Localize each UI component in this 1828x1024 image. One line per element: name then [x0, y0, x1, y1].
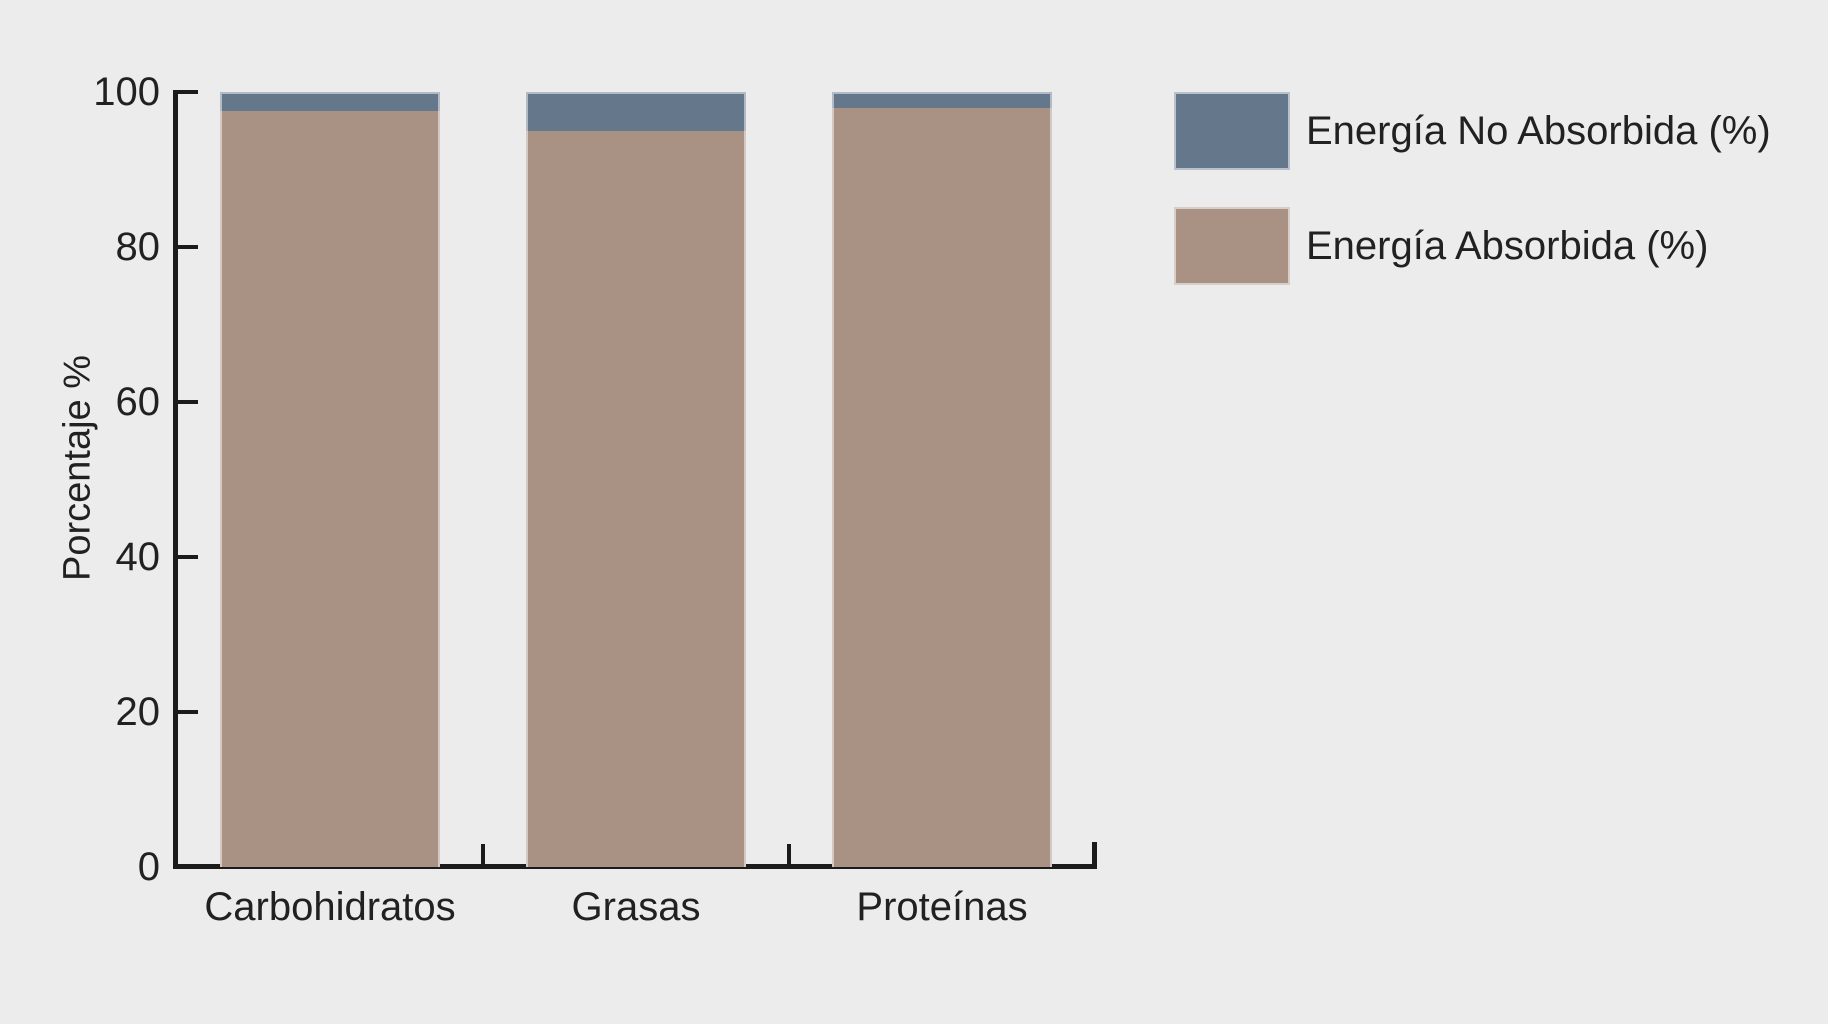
x-tick-1	[481, 844, 485, 864]
legend-swatch-absorbida	[1174, 207, 1290, 285]
y-tick-100	[178, 90, 198, 94]
bar-segment-carbohidratos-absorbida	[220, 111, 440, 867]
x-tick-2	[787, 844, 791, 864]
bar-segment-carbohidratos-no-absorbida	[220, 92, 440, 112]
legend-swatch-no-absorbida	[1174, 92, 1290, 170]
legend-label-absorbida: Energía Absorbida (%)	[1306, 224, 1709, 268]
bar-grasas	[526, 92, 746, 867]
bar-segment-grasas-absorbida	[526, 130, 746, 867]
bar-segment-grasas-no-absorbida	[526, 92, 746, 131]
y-tick-20	[178, 710, 198, 714]
y-axis-line	[173, 90, 178, 869]
bar-carbohidratos	[220, 92, 440, 867]
plot-area	[177, 92, 1095, 867]
x-category-label-grasas: Grasas	[571, 885, 701, 929]
bar-segment-proteinas-no-absorbida	[832, 92, 1052, 108]
y-tick-60	[178, 400, 198, 404]
x-category-label-carbohidratos: Carbohidratos	[204, 885, 456, 929]
y-tick-label-40: 40	[115, 535, 161, 579]
y-tick-40	[178, 555, 198, 559]
y-tick-label-60: 60	[115, 380, 161, 424]
y-tick-label-80: 80	[115, 225, 161, 269]
y-tick-80	[178, 245, 198, 249]
x-axis-end-cap	[1092, 842, 1097, 864]
bar-segment-proteinas-absorbida	[832, 107, 1052, 867]
bar-proteinas	[832, 92, 1052, 867]
y-tick-label-0: 0	[137, 845, 160, 889]
legend-label-no-absorbida: Energía No Absorbida (%)	[1306, 109, 1771, 153]
y-tick-label-20: 20	[115, 690, 161, 734]
x-category-label-proteinas: Proteínas	[856, 885, 1028, 929]
y-tick-label-100: 100	[93, 70, 160, 114]
